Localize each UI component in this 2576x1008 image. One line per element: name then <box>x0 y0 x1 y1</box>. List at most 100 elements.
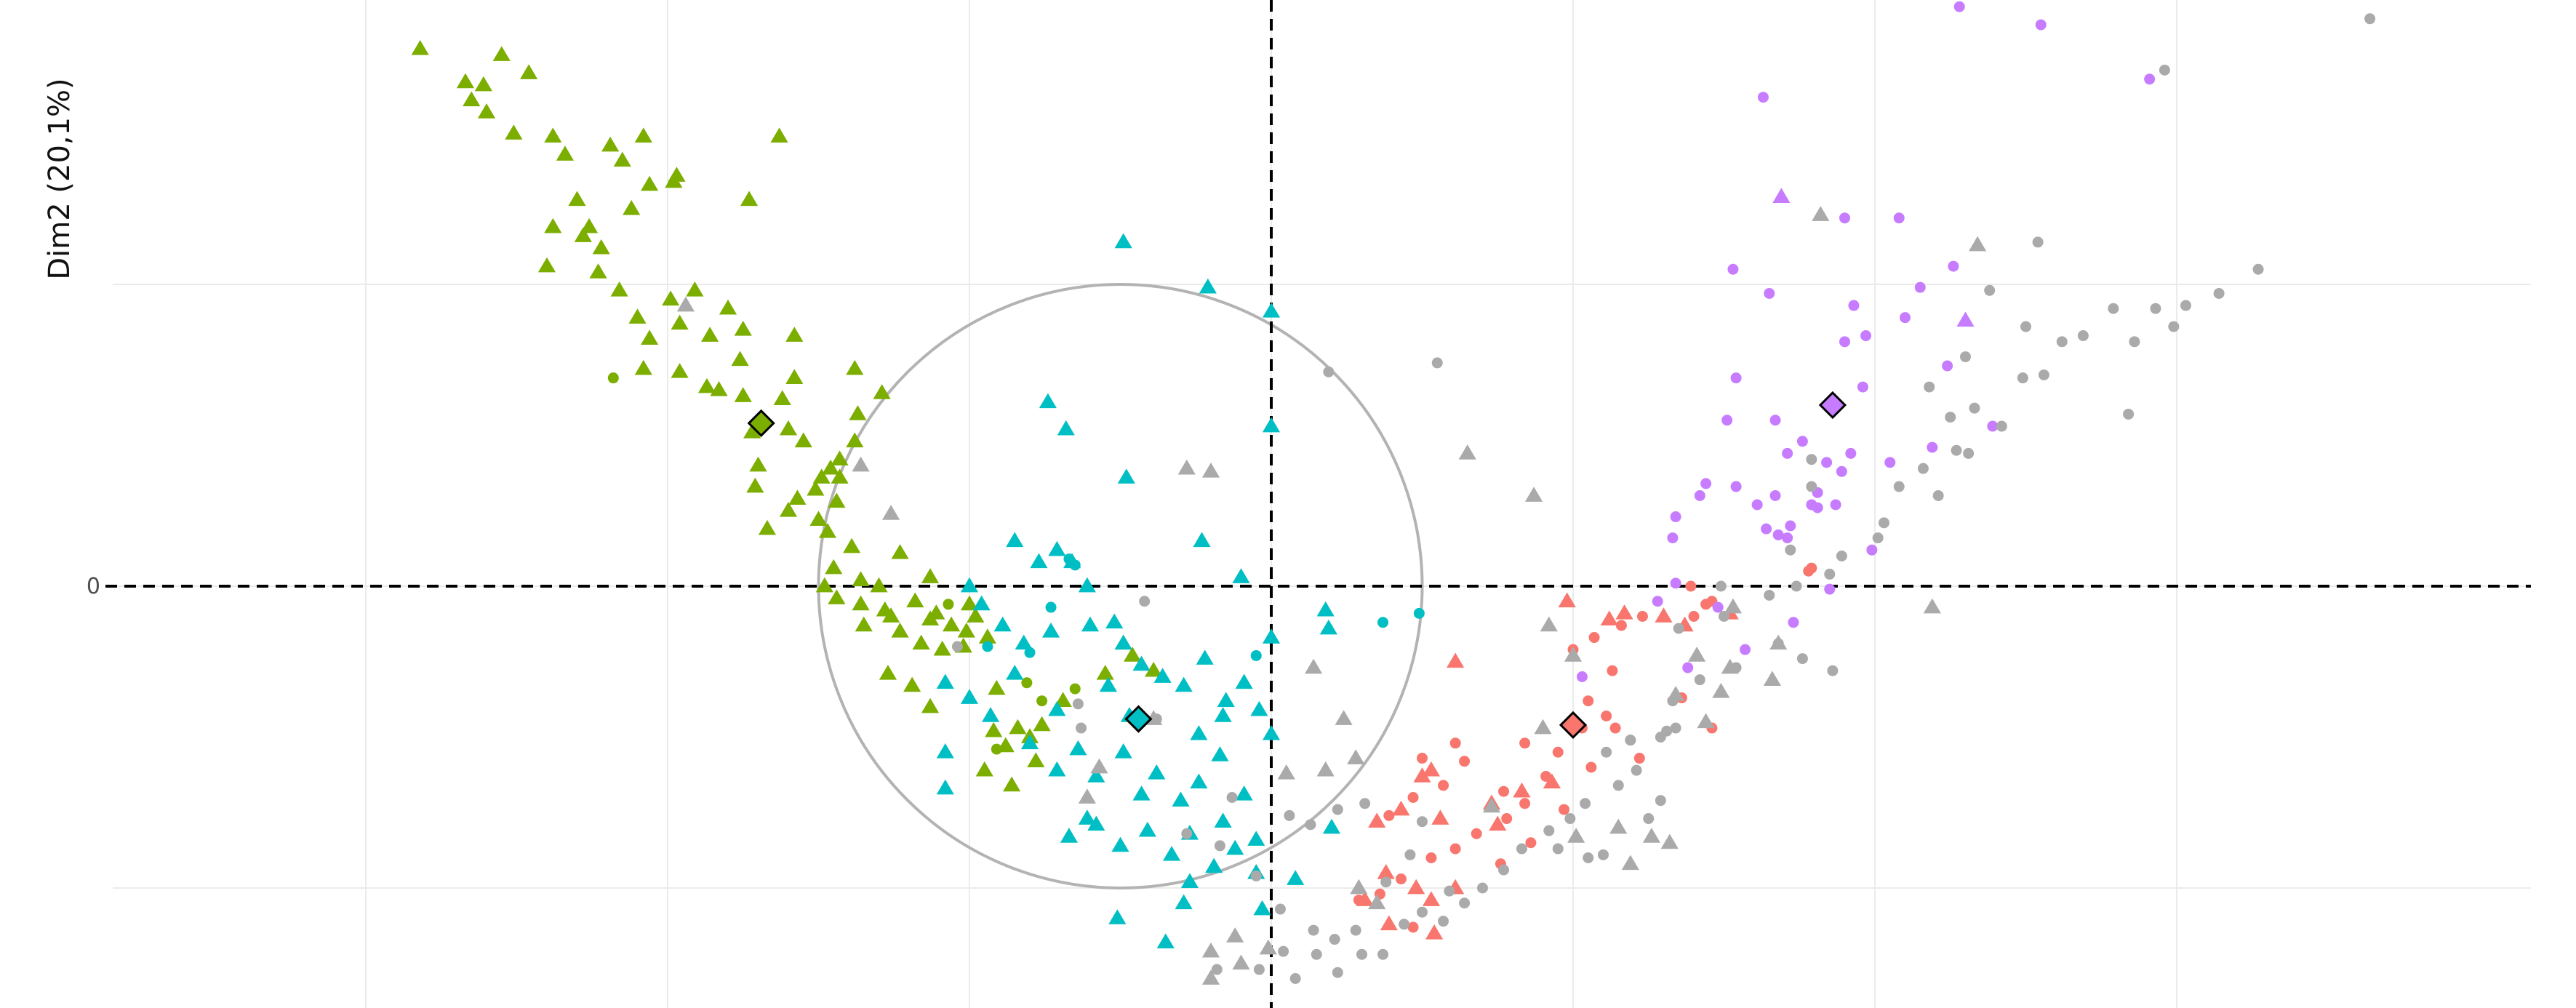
data-point-circle <box>2144 73 2156 85</box>
data-point-triangle <box>1078 577 1096 593</box>
data-point-triangle <box>818 523 837 538</box>
data-point-triangle <box>981 707 1000 722</box>
data-point-circle <box>1893 212 1905 224</box>
data-point-triangle <box>1199 278 1217 294</box>
data-point-triangle <box>967 607 985 623</box>
data-point-circle <box>1425 852 1437 863</box>
data-point-triangle <box>1069 740 1087 756</box>
data-point-triangle <box>1667 686 1685 701</box>
data-point-triangle <box>734 387 752 402</box>
data-point-triangle <box>1368 812 1386 828</box>
data-point-triangle <box>1262 628 1281 644</box>
data-point-triangle <box>734 320 752 336</box>
data-point-triangle <box>1316 601 1335 617</box>
data-point-triangle <box>1114 634 1132 650</box>
data-point-circle <box>1501 813 1513 825</box>
data-point-circle <box>2038 369 2049 380</box>
data-point-circle <box>1636 611 1648 622</box>
data-point-triangle <box>1078 788 1096 804</box>
data-point-triangle <box>668 167 686 182</box>
data-point-circle <box>1721 415 1733 426</box>
data-point-circle <box>2150 303 2161 314</box>
data-point-circle <box>1588 632 1600 644</box>
data-point-triangle <box>1247 831 1265 846</box>
data-point-triangle <box>676 296 695 312</box>
data-point-triangle <box>779 420 798 436</box>
data-point-circle <box>1214 840 1225 852</box>
data-point-triangle <box>758 519 777 535</box>
data-point-triangle <box>1148 764 1166 780</box>
data-point-circle <box>1730 481 1742 492</box>
data-point-circle <box>1715 580 1727 592</box>
data-points <box>411 1 2376 985</box>
data-point-triangle <box>1956 311 1975 327</box>
data-point-circle <box>2077 330 2089 342</box>
data-point-triangle <box>1712 682 1730 698</box>
data-point-triangle <box>1096 665 1114 680</box>
data-point-triangle <box>641 175 659 191</box>
data-point-circle <box>1438 780 1449 791</box>
data-point-triangle <box>610 281 628 297</box>
data-point-triangle <box>1020 734 1039 750</box>
data-point-triangle <box>1090 758 1108 774</box>
data-point-circle <box>1803 565 1815 577</box>
data-point-triangle <box>828 589 846 604</box>
data-point-circle <box>1796 653 1808 665</box>
data-point-triangle <box>544 127 562 143</box>
data-point-triangle <box>993 616 1012 632</box>
data-point-circle <box>1712 601 1724 613</box>
data-point-triangle <box>773 390 791 406</box>
data-point-circle <box>1543 825 1555 836</box>
data-point-triangle <box>825 559 843 575</box>
data-point-triangle <box>849 405 867 420</box>
data-point-triangle <box>746 477 764 493</box>
data-point-triangle <box>1335 710 1353 725</box>
data-point-circle <box>1948 260 1959 272</box>
data-point-circle <box>1274 903 1286 915</box>
data-point-circle <box>1580 798 1591 809</box>
data-point-circle <box>1953 1 1965 12</box>
data-point-circle <box>1615 620 1627 631</box>
data-point-triangle <box>628 308 647 324</box>
data-point-circle <box>1278 945 1289 957</box>
data-point-triangle <box>852 571 870 587</box>
data-point-triangle <box>785 369 804 384</box>
data-point-triangle <box>985 721 1003 737</box>
data-point-triangle <box>1697 713 1715 729</box>
data-point-triangle <box>411 40 429 55</box>
data-point-triangle <box>1153 668 1172 683</box>
data-point-triangle <box>846 432 864 448</box>
data-point-triangle <box>731 351 749 367</box>
data-point-circle <box>1751 499 1763 511</box>
data-point-triangle <box>1769 634 1788 650</box>
data-point-triangle <box>1081 616 1100 632</box>
data-point-circle <box>1024 647 1036 658</box>
data-point-triangle <box>936 673 954 689</box>
data-point-triangle <box>1030 553 1048 569</box>
data-point-circle <box>1631 764 1642 776</box>
data-point-circle <box>1359 798 1371 809</box>
data-point-circle <box>1380 876 1392 888</box>
data-point-triangle <box>1812 206 1830 221</box>
data-point-triangle <box>960 577 979 593</box>
data-point-triangle <box>520 64 538 79</box>
data-point-triangle <box>912 634 930 650</box>
gridlines <box>113 0 2531 1008</box>
data-point-triangle <box>960 689 979 704</box>
data-point-circle <box>1459 756 1471 767</box>
data-point-triangle <box>794 432 812 448</box>
data-point-circle <box>1519 737 1531 749</box>
data-point-triangle <box>1413 767 1431 783</box>
data-point-triangle <box>1347 749 1365 764</box>
data-point-circle <box>1329 934 1340 945</box>
data-point-triangle <box>1196 649 1214 665</box>
data-point-circle <box>1253 964 1265 975</box>
data-point-circle <box>1667 532 1679 544</box>
data-point-triangle <box>1180 873 1199 889</box>
data-point-circle <box>2213 287 2225 299</box>
data-point-circle <box>2035 19 2047 31</box>
data-point-triangle <box>1226 839 1244 855</box>
data-point-triangle <box>1033 716 1051 732</box>
data-point-triangle <box>1721 658 1739 674</box>
group-centroids <box>747 391 1847 740</box>
